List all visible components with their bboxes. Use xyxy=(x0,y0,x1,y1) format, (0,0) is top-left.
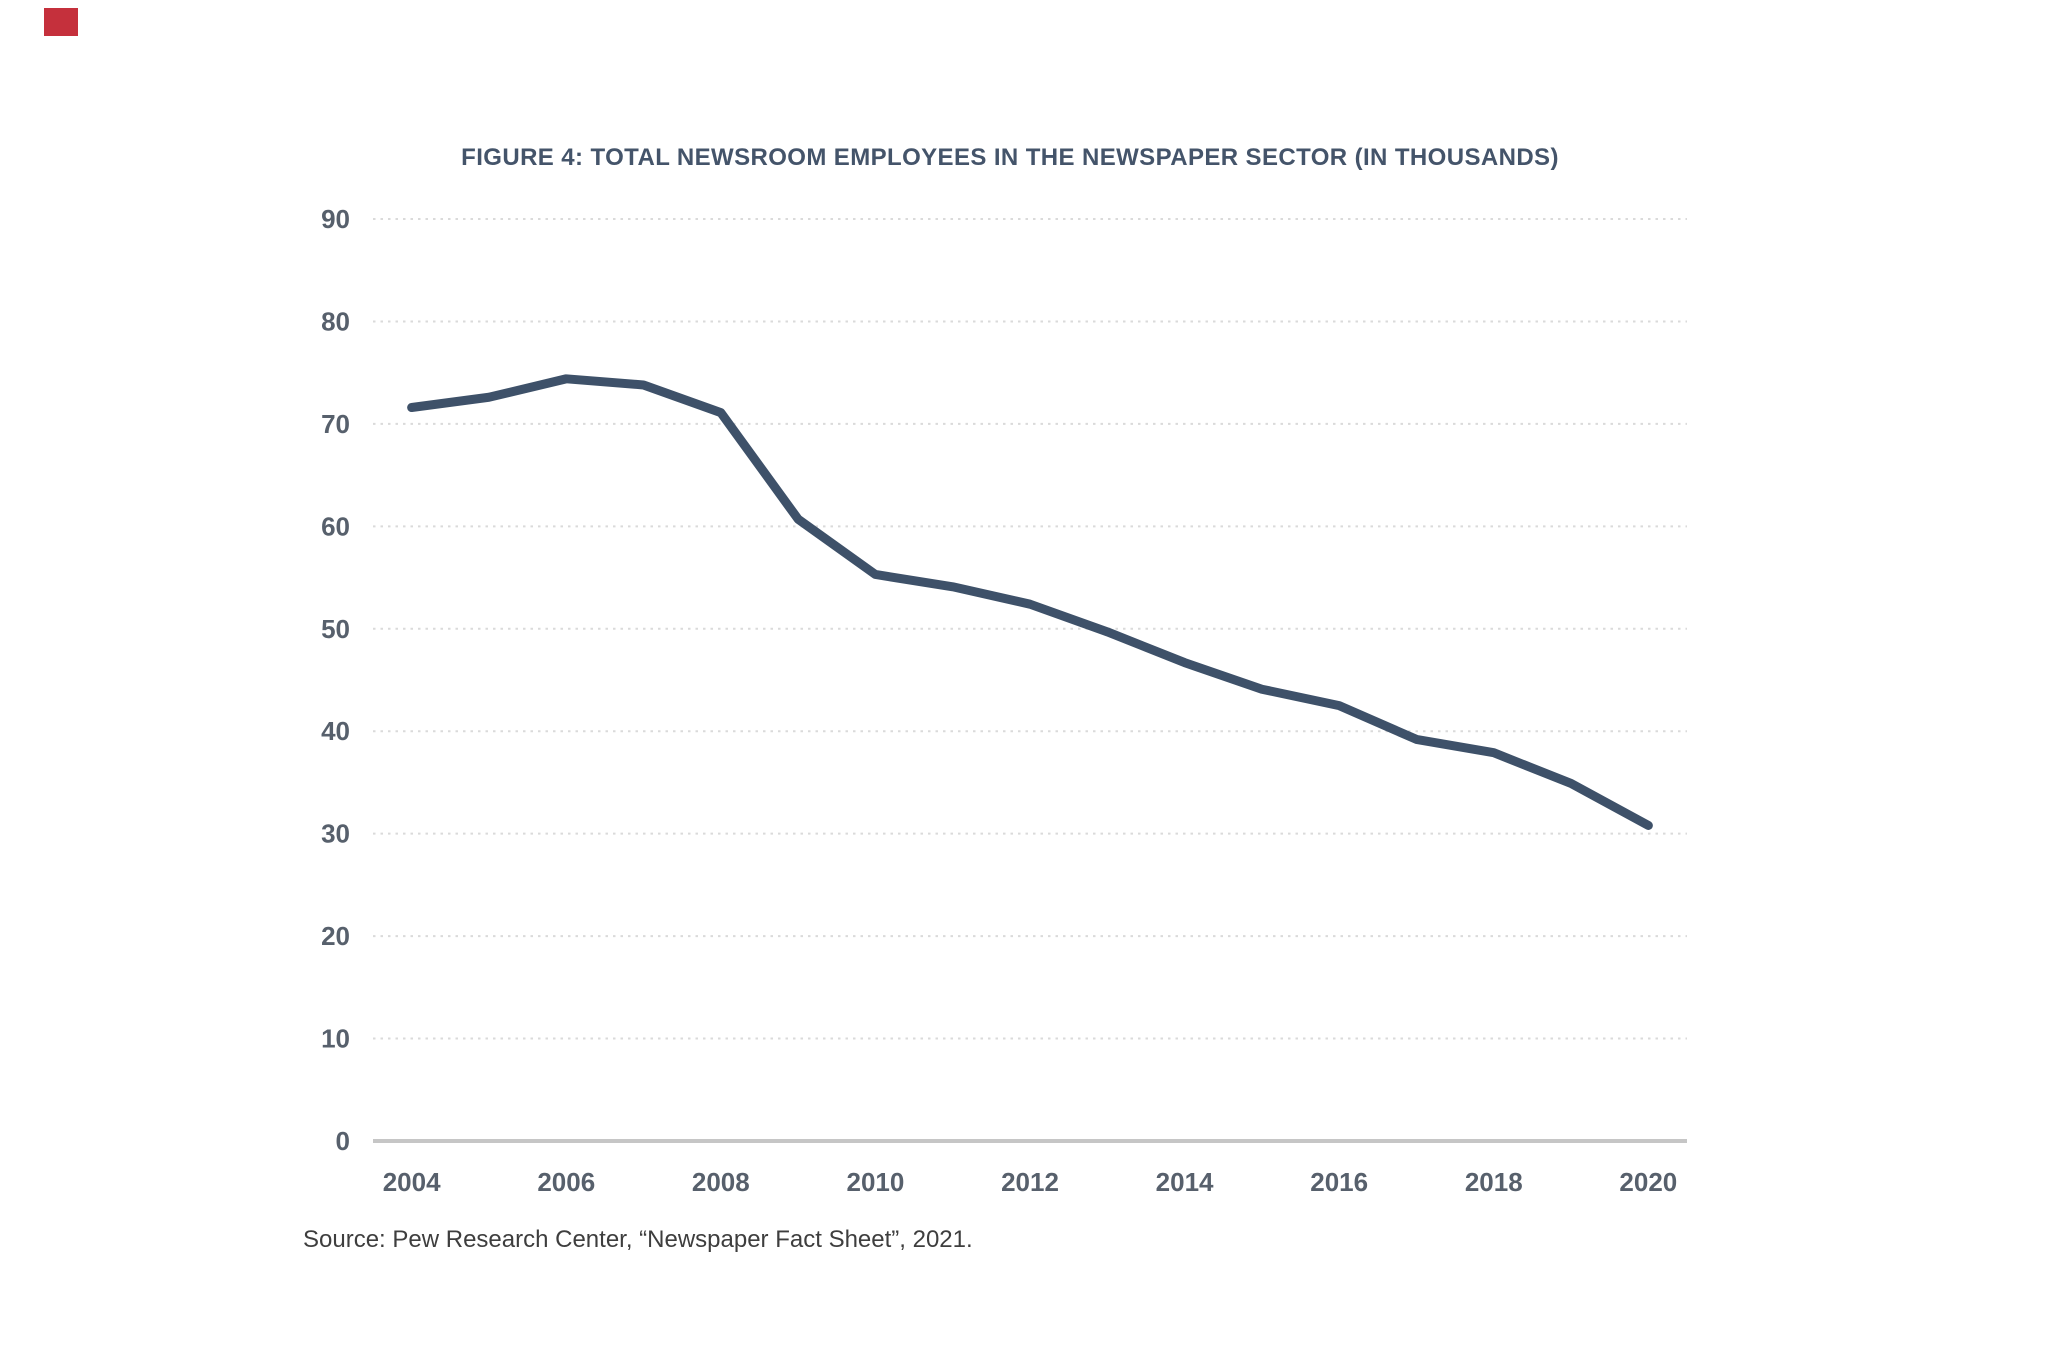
x-tick-label: 2006 xyxy=(537,1167,595,1197)
y-tick-label: 90 xyxy=(321,204,350,234)
y-tick-label: 20 xyxy=(321,921,350,951)
y-tick-label: 40 xyxy=(321,716,350,746)
x-tick-label: 2020 xyxy=(1619,1167,1677,1197)
trend-line xyxy=(407,374,1653,830)
gridlines xyxy=(373,218,1687,1143)
x-tick-label: 2004 xyxy=(383,1167,441,1197)
x-tick-label: 2018 xyxy=(1465,1167,1523,1197)
y-tick-label: 10 xyxy=(321,1024,350,1054)
x-tick-label: 2008 xyxy=(692,1167,750,1197)
x-tick-label: 2014 xyxy=(1156,1167,1214,1197)
x-axis-tick-labels: 2004 2006 2008 2010 2012 2014 2016 2018 2020 xyxy=(383,1167,1678,1197)
y-tick-label: 0 xyxy=(336,1126,350,1156)
x-tick-label: 2012 xyxy=(1001,1167,1059,1197)
y-tick-label: 70 xyxy=(321,409,350,439)
y-tick-label: 50 xyxy=(321,614,350,644)
red-corner-mark xyxy=(44,8,78,36)
x-tick-label: 2016 xyxy=(1310,1167,1368,1197)
chart-title: FIGURE 4: TOTAL NEWSROOM EMPLOYEES IN TH… xyxy=(461,144,1559,171)
source-note: Source: Pew Research Center, “Newspaper … xyxy=(303,1226,973,1253)
x-tick-label: 2010 xyxy=(846,1167,904,1197)
y-axis-tick-labels: 0 10 20 30 40 50 60 70 80 90 xyxy=(321,204,350,1156)
trend-line-group xyxy=(407,374,1653,830)
y-tick-label: 30 xyxy=(321,819,350,849)
y-tick-label: 60 xyxy=(321,511,350,541)
y-tick-label: 80 xyxy=(321,306,350,336)
